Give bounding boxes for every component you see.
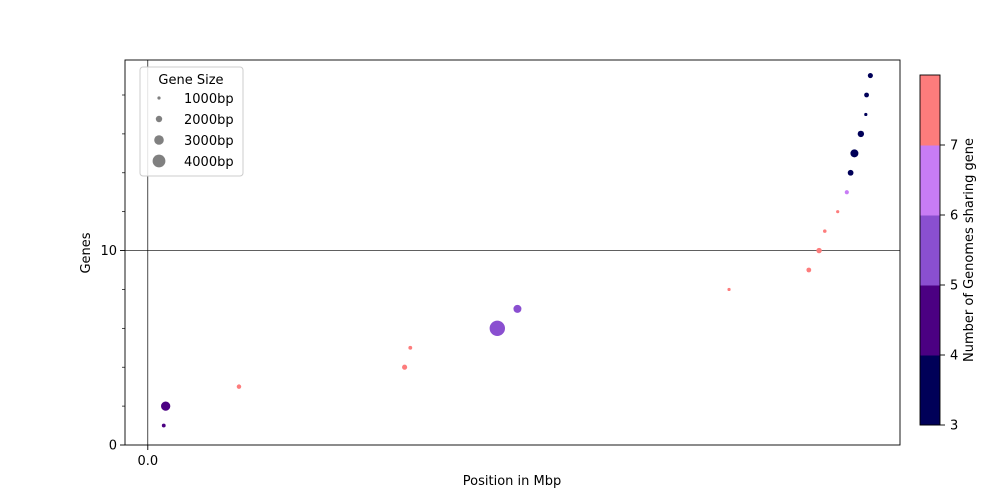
plot-area: 0 10 0.0 (100, 59, 901, 469)
data-point (864, 112, 868, 117)
legend-marker (154, 135, 164, 145)
data-point (489, 320, 505, 337)
legend-entry-label: 3000bp (184, 134, 234, 149)
data-point (513, 304, 522, 313)
legend-title: Gene Size (158, 73, 223, 88)
colorbar-frame (919, 74, 941, 426)
data-point (847, 169, 854, 176)
data-point (823, 229, 827, 233)
data-point (727, 287, 731, 292)
data-points (161, 72, 873, 428)
x-axis-label: Position in Mbp (463, 474, 561, 489)
data-point (850, 149, 859, 158)
legend-marker (152, 154, 166, 168)
data-point (161, 401, 171, 411)
y-tick-label: 0 (109, 439, 117, 454)
y-axis-label: Genes (79, 232, 94, 273)
colorbar-tick-label: 3 (950, 419, 958, 434)
plot-frame (124, 59, 901, 446)
data-point (844, 190, 849, 195)
colorbar: 3 4 5 6 7 (919, 74, 958, 434)
data-point (867, 72, 873, 79)
colorbar-segment (920, 75, 940, 146)
y-tick-label: 10 (100, 244, 117, 259)
legend-entry-label: 1000bp (184, 92, 234, 107)
colorbar-segment (920, 145, 940, 216)
x-tick-label: 0.0 (137, 454, 158, 469)
colorbar-tick-label: 5 (950, 279, 958, 294)
legend-marker (155, 115, 163, 123)
colorbar-segment (920, 285, 940, 356)
colorbar-label: Number of Genomes sharing gene (962, 138, 977, 362)
legend: Gene Size 1000bp 2000bp 3000bp 4000bp (139, 66, 244, 177)
data-point (864, 92, 869, 98)
legend-box (139, 66, 244, 177)
data-point (806, 267, 812, 273)
colorbar-tick-label: 6 (950, 209, 958, 224)
data-point (408, 345, 413, 350)
legend-entry-label: 4000bp (184, 155, 234, 170)
colorbar-segment (920, 355, 940, 426)
legend-marker (157, 96, 161, 100)
data-point (161, 423, 166, 428)
colorbar-tick-label: 4 (950, 349, 958, 364)
colorbar-segment (920, 215, 940, 286)
legend-entry-label: 2000bp (184, 113, 234, 128)
data-point (816, 247, 822, 254)
data-point (402, 364, 408, 370)
data-point (857, 130, 865, 138)
data-point (836, 210, 840, 214)
data-point (236, 384, 242, 389)
colorbar-tick-label: 7 (950, 139, 958, 154)
